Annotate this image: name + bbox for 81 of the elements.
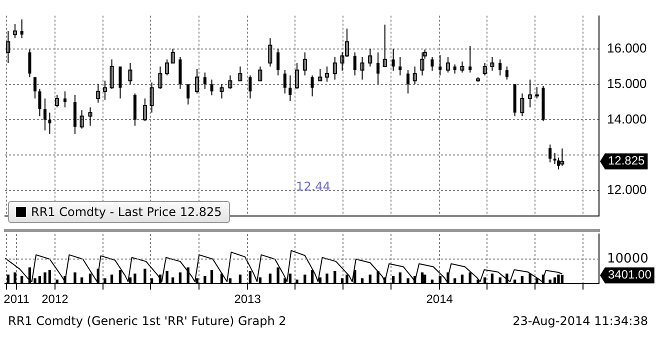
x-tick-label: 2011 bbox=[4, 292, 30, 306]
candlestick bbox=[382, 24, 387, 68]
candlestick bbox=[6, 30, 10, 64]
text: 12.825 bbox=[608, 154, 646, 168]
candlestick bbox=[142, 98, 147, 122]
candlestick bbox=[150, 82, 154, 114]
y-tick-label: 12.000 bbox=[607, 182, 647, 198]
candlestick bbox=[268, 38, 272, 68]
candlestick bbox=[28, 48, 32, 78]
candlestick bbox=[490, 56, 494, 72]
candlestick bbox=[170, 48, 175, 64]
candlestick bbox=[498, 58, 502, 76]
candlestick bbox=[406, 70, 410, 94]
candlestick bbox=[96, 84, 100, 104]
candlestick bbox=[468, 45, 472, 74]
y-tick-label: 15.000 bbox=[607, 76, 647, 91]
candlestick bbox=[43, 98, 46, 131]
candlestick bbox=[283, 70, 286, 94]
candlestick bbox=[110, 58, 114, 90]
candlestick bbox=[186, 84, 190, 105]
candlestick bbox=[310, 74, 314, 97]
candlestick bbox=[128, 62, 132, 85]
candlestick bbox=[412, 66, 417, 85]
candlestick bbox=[446, 56, 450, 74]
candlestick bbox=[528, 79, 532, 108]
candlestick bbox=[368, 48, 372, 68]
candlestick bbox=[534, 86, 539, 99]
candlestick bbox=[203, 72, 206, 90]
candlestick bbox=[505, 66, 508, 80]
candlestick bbox=[295, 62, 299, 90]
candlestick bbox=[453, 64, 456, 74]
candlestick bbox=[438, 54, 442, 76]
candlestick bbox=[353, 52, 356, 76]
candlestick bbox=[165, 58, 170, 76]
candlestick bbox=[318, 68, 322, 82]
candlestick bbox=[102, 80, 107, 100]
candlestick bbox=[258, 66, 262, 82]
text: 3401.00 bbox=[608, 268, 652, 282]
y-tick-label: 16.000 bbox=[607, 40, 647, 56]
candlestick bbox=[238, 66, 242, 82]
candlestick bbox=[88, 106, 92, 126]
legend-label: RR1 Comdty - Last Price 12.825 bbox=[31, 205, 222, 219]
candlestick bbox=[38, 88, 42, 117]
candlestick bbox=[360, 56, 364, 80]
candlestick bbox=[482, 62, 487, 76]
candlestick bbox=[158, 66, 162, 90]
candlestick bbox=[118, 66, 122, 99]
candlestick bbox=[324, 66, 329, 82]
candlestick bbox=[80, 110, 84, 130]
annotation: 12.44 bbox=[296, 179, 330, 194]
candlestick bbox=[228, 74, 232, 90]
candlestick bbox=[548, 144, 552, 163]
candlestick bbox=[33, 76, 36, 99]
text: 23-Aug-2014 11:34:38 bbox=[512, 314, 648, 328]
candlestick bbox=[195, 68, 200, 94]
text: 10000 bbox=[607, 252, 648, 267]
candlestick bbox=[460, 61, 464, 74]
candlestick bbox=[12, 23, 17, 39]
candlestick bbox=[398, 56, 402, 76]
candlestick bbox=[332, 56, 337, 80]
candlestick bbox=[288, 74, 292, 102]
candlestick bbox=[20, 18, 24, 39]
candlestick bbox=[248, 74, 252, 99]
candlestick bbox=[55, 94, 60, 108]
candlestick bbox=[276, 48, 280, 76]
candlestick bbox=[392, 48, 395, 72]
candlestick bbox=[63, 90, 66, 108]
y-tick-label: 14.000 bbox=[607, 111, 647, 126]
candlestick bbox=[302, 52, 307, 76]
text: RR1 Comdty (Generic 1st 'RR' Future) Graph 2 bbox=[8, 314, 286, 328]
x-tick-label: 2012 bbox=[42, 292, 69, 306]
x-tick-label: 2013 bbox=[234, 292, 262, 306]
candlestick bbox=[376, 52, 380, 85]
x-tick-label: 2014 bbox=[426, 292, 454, 306]
candlestick bbox=[210, 79, 214, 96]
candlestick bbox=[520, 92, 524, 117]
candlestick bbox=[430, 56, 434, 72]
candlestick bbox=[220, 84, 224, 99]
candlestick bbox=[420, 52, 424, 76]
candlestick bbox=[48, 112, 52, 134]
candlestick bbox=[560, 148, 564, 166]
